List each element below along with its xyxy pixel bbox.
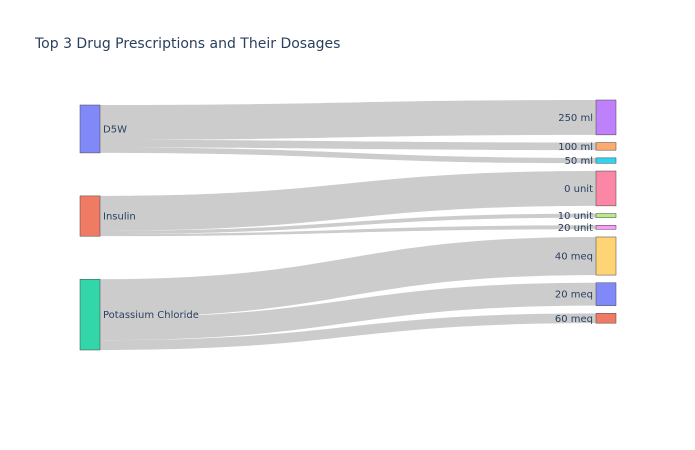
node-label-250-ml: 250 ml bbox=[558, 113, 593, 124]
link-insulin-to-20-unit bbox=[100, 225, 596, 237]
node-d5w bbox=[79, 104, 101, 154]
node-label-10-unit: 10 unit bbox=[558, 211, 593, 222]
sankey-links bbox=[100, 100, 596, 350]
node-label-100-ml: 100 ml bbox=[558, 142, 593, 153]
node-label-d5w: D5W bbox=[103, 124, 127, 135]
node-50-ml bbox=[595, 157, 617, 164]
node-60-meq bbox=[595, 313, 617, 324]
node-label-60-meq: 60 meq bbox=[555, 314, 593, 325]
sankey-nodes bbox=[79, 99, 617, 351]
node-10-unit bbox=[595, 213, 617, 218]
link-insulin-to-0-unit bbox=[100, 171, 596, 231]
node-20-meq bbox=[595, 282, 617, 306]
link-d5w-to-100-ml bbox=[100, 139, 596, 151]
link-insulin-to-10-unit bbox=[100, 213, 596, 235]
link-potassium-chloride-to-40-meq bbox=[100, 236, 596, 318]
link-d5w-to-250-ml bbox=[100, 100, 596, 140]
node-label-50-ml: 50 ml bbox=[565, 156, 593, 167]
sankey-labels: D5W Insulin Potassium Chloride 250 ml 100 ml… bbox=[103, 113, 593, 325]
node-100-ml bbox=[595, 142, 617, 151]
link-d5w-to-50-ml bbox=[100, 147, 596, 164]
node-potassium-chloride bbox=[79, 278, 101, 351]
node-40-meq bbox=[595, 236, 617, 276]
link-potassium-chloride-to-60-meq bbox=[100, 313, 596, 350]
node-insulin bbox=[79, 195, 101, 237]
node-label-20-meq: 20 meq bbox=[555, 290, 593, 301]
node-label-40-meq: 40 meq bbox=[555, 252, 593, 263]
node-label-20-unit: 20 unit bbox=[558, 223, 593, 234]
node-0-unit bbox=[595, 170, 617, 207]
node-label-insulin: Insulin bbox=[103, 212, 136, 223]
node-label-0-unit: 0 unit bbox=[564, 184, 593, 195]
node-label-potassium-chloride: Potassium Chloride bbox=[103, 310, 199, 321]
node-250-ml bbox=[595, 99, 617, 136]
chart-title: Top 3 Drug Prescriptions and Their Dosag… bbox=[35, 36, 341, 52]
node-20-unit bbox=[595, 225, 617, 230]
link-potassium-chloride-to-20-meq bbox=[100, 282, 596, 341]
